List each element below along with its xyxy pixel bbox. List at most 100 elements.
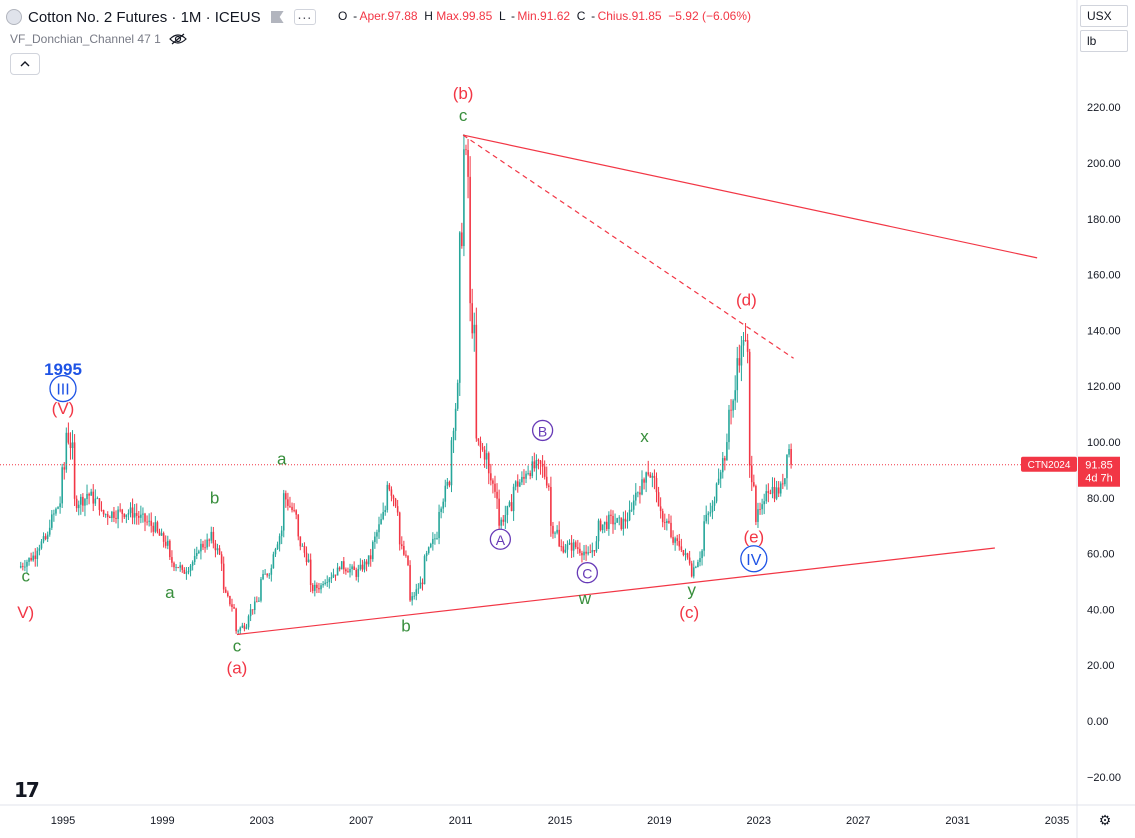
candle-body	[272, 554, 275, 569]
candle-body	[369, 555, 372, 560]
candle-body	[63, 467, 66, 470]
candle-body	[577, 547, 579, 549]
candle-body	[347, 571, 349, 573]
candle-body	[334, 574, 337, 576]
candle-body	[191, 562, 194, 566]
symbol-title[interactable]: Cotton No. 2 Futures · 1M · ICEUS	[28, 8, 261, 26]
candle-body	[90, 491, 92, 496]
candle-body	[309, 559, 312, 585]
candle-body	[218, 548, 221, 555]
indicator-name[interactable]: VF_Donchian_Channel 47 1	[10, 32, 161, 46]
candle-body	[728, 409, 730, 443]
candle-body	[179, 565, 182, 568]
candle-body	[421, 582, 424, 585]
collapse-legend-button[interactable]	[10, 53, 40, 75]
candle-body	[61, 467, 63, 504]
candle-body	[707, 513, 710, 515]
candle-body	[606, 521, 608, 530]
candle-body	[316, 584, 318, 589]
candle-body	[543, 466, 546, 477]
wave-label: C	[582, 566, 592, 582]
candle-body	[303, 545, 306, 553]
high-value: Max.99.85	[436, 9, 493, 23]
candle-body	[195, 553, 198, 556]
candle-body	[746, 340, 749, 352]
gear-icon[interactable]: ⚙	[1098, 812, 1112, 828]
candle-body	[224, 589, 227, 593]
candle-body	[721, 458, 724, 473]
candle-body	[494, 483, 496, 492]
wave-label: III	[56, 382, 69, 399]
candle-body	[485, 453, 488, 460]
candle-body	[601, 524, 604, 531]
candle-body	[790, 449, 792, 465]
candle-body	[22, 566, 24, 567]
candles-group	[19, 134, 792, 635]
candle-body	[436, 538, 438, 539]
candle-body	[759, 509, 761, 510]
more-options-button[interactable]: ∙∙∙	[293, 9, 317, 25]
flag-icon[interactable]	[270, 11, 284, 23]
candle-body	[388, 484, 391, 490]
dashed-trendline	[462, 134, 794, 359]
candle-body	[630, 509, 633, 511]
candle-body	[415, 589, 418, 596]
candle-body	[440, 508, 442, 512]
candle-body	[353, 566, 355, 570]
candle-body	[154, 522, 157, 532]
candle-body	[674, 538, 676, 543]
candle-body	[490, 473, 492, 481]
wave-label: (d)	[736, 290, 757, 309]
candle-body	[98, 498, 101, 510]
candle-body	[434, 538, 436, 540]
currency-select[interactable]: USX	[1080, 5, 1128, 27]
candle-body	[570, 542, 573, 551]
candle-body	[208, 539, 211, 541]
candle-body	[753, 482, 755, 486]
symbol-header[interactable]: Cotton No. 2 Futures · 1M · ICEUS ∙∙∙	[6, 6, 317, 28]
candle-body	[651, 475, 654, 478]
candle-body	[152, 525, 155, 532]
candle-body	[612, 515, 614, 525]
indicator-legend[interactable]: VF_Donchian_Channel 47 1	[10, 32, 187, 46]
candle-body	[345, 569, 347, 572]
candle-body	[492, 480, 494, 484]
candle-body	[19, 566, 22, 568]
eye-hidden-icon[interactable]	[168, 33, 187, 45]
wave-label: V)	[17, 603, 34, 622]
candle-body	[173, 562, 175, 568]
candle-body	[429, 543, 432, 548]
candle-body	[481, 446, 484, 450]
candle-body	[552, 525, 554, 534]
wave-label-circle	[576, 562, 598, 584]
wave-label: x	[640, 427, 649, 446]
candle-body	[456, 382, 459, 409]
candle-body	[57, 507, 59, 509]
candle-body	[343, 561, 345, 570]
candle-body	[411, 596, 413, 601]
wave-label: w	[578, 589, 592, 608]
wave-label: B	[538, 423, 547, 439]
candle-body	[616, 518, 618, 523]
chevron-up-icon	[20, 61, 30, 67]
candle-body	[268, 574, 271, 576]
candle-body	[338, 567, 341, 570]
candle-body	[463, 149, 465, 247]
candle-body	[260, 579, 262, 601]
low-value: Min.91.62	[517, 9, 571, 23]
candle-body	[715, 483, 718, 502]
candle-body	[216, 548, 219, 551]
unit-select[interactable]: lb	[1080, 30, 1128, 52]
candle-body	[659, 506, 662, 512]
candle-body	[506, 506, 509, 516]
tradingview-logo-icon[interactable]: 17	[14, 778, 40, 802]
candle-body	[177, 567, 179, 568]
candle-body	[479, 441, 482, 447]
candle-body	[276, 544, 279, 550]
candle-body	[80, 496, 82, 505]
candle-body	[314, 584, 316, 591]
open-value: Aper.97.88	[359, 9, 418, 23]
price-tag-countdown: 4d 7h	[1085, 473, 1113, 485]
